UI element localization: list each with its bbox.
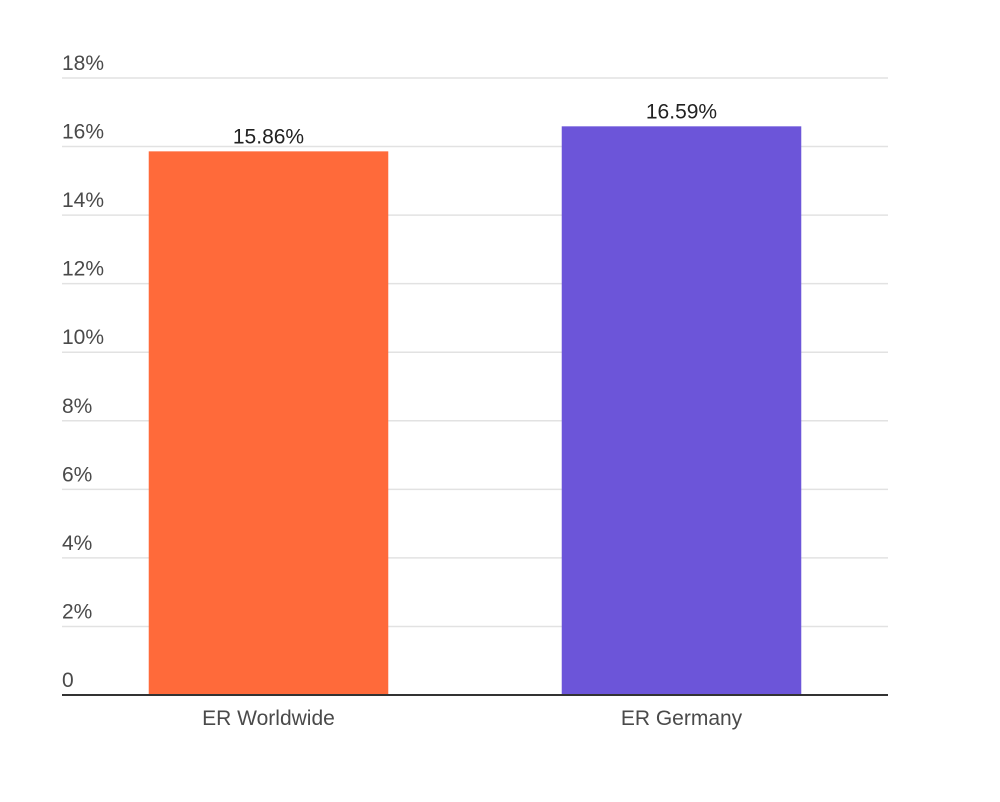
bars xyxy=(148,126,802,696)
y-axis-ticks: 0 2% 4% 6% 8% 10% 12% 14% 16% 18% xyxy=(62,52,104,692)
bar xyxy=(561,126,802,695)
y-tick-label: 8% xyxy=(62,395,92,418)
bar xyxy=(148,151,389,696)
y-tick-label: 4% xyxy=(62,532,92,555)
bar-value-label: 16.59% xyxy=(646,100,717,123)
y-tick-label: 14% xyxy=(62,189,104,212)
data-labels: 15.86% 16.59% xyxy=(233,100,717,148)
y-tick-label: 18% xyxy=(62,52,104,75)
y-tick-label: 16% xyxy=(62,121,104,144)
y-tick-label: 2% xyxy=(62,600,92,623)
y-tick-label: 0 xyxy=(62,669,74,692)
x-category-label: ER Germany xyxy=(621,707,743,730)
y-tick-label: 12% xyxy=(62,258,104,281)
bar-value-label: 15.86% xyxy=(233,125,304,148)
y-tick-label: 6% xyxy=(62,463,92,486)
y-tick-label: 10% xyxy=(62,326,104,349)
x-category-label: ER Worldwide xyxy=(202,707,335,730)
x-axis-categories: ER Worldwide ER Germany xyxy=(202,707,743,730)
